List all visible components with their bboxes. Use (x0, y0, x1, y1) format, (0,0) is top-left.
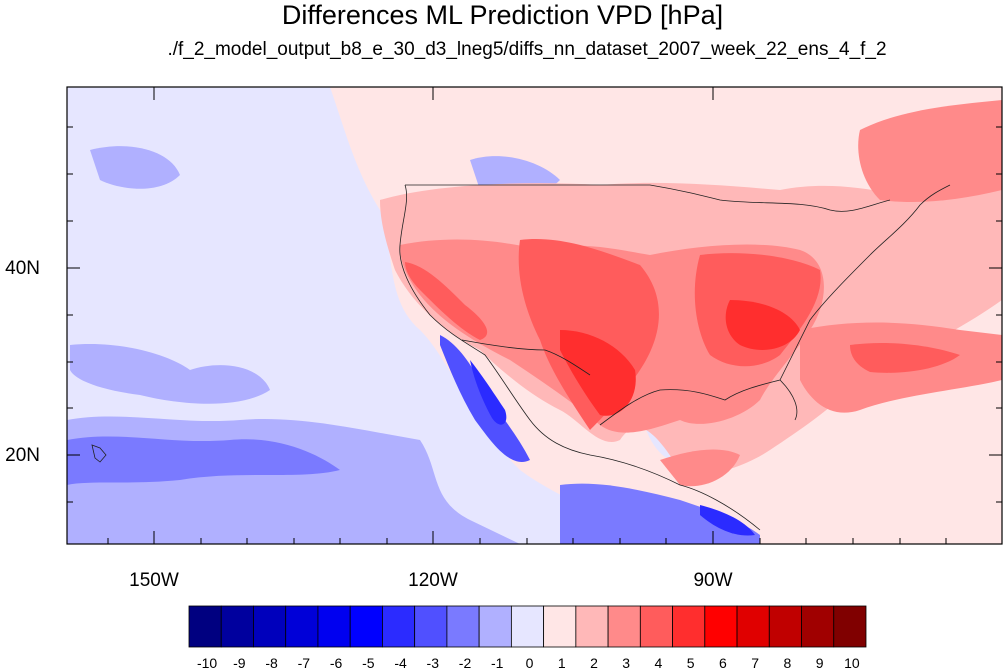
colorbar-swatch (833, 605, 867, 648)
pacific-blue-core (67, 436, 340, 485)
colorbar-tick-label: 9 (815, 655, 824, 671)
pacific-blue-patch (70, 344, 270, 404)
colorbar-tick-label: -10 (196, 655, 218, 671)
colorbar-tick-label: 1 (557, 655, 566, 671)
colorbar-tick-label: -8 (265, 655, 278, 671)
colorbar-swatch (510, 605, 545, 648)
colorbar-tick-label: 4 (654, 655, 663, 671)
us-mexico-border (461, 339, 591, 376)
ne-pacific-blue-patch (90, 146, 180, 189)
colorbar-tick-label: -6 (329, 655, 343, 671)
colorbar-swatch (382, 605, 416, 648)
hawaii-outline (91, 444, 107, 463)
atlantic-coastline (779, 184, 951, 381)
canada-us-border (405, 184, 891, 212)
colorbar-swatch (543, 605, 577, 648)
north-america-coastline (399, 184, 761, 531)
colorbar-tick-label: -1 (491, 655, 504, 671)
colorbar-tick-label: -4 (394, 655, 407, 671)
texas-hot-core (560, 330, 636, 416)
colorbar-tick-label: -9 (233, 655, 246, 671)
colorbar-swatch (220, 605, 254, 648)
colorbar-swatch (801, 605, 835, 648)
lon-label-90w: 90W (693, 570, 733, 591)
west-coast-hot (405, 262, 488, 340)
longitude-ticks (107, 87, 947, 544)
colorbar-swatch (575, 605, 609, 648)
colorbar-tick-label: 2 (590, 655, 598, 671)
colorbar-tick-label: 7 (751, 655, 760, 671)
lon-label-120w: 120W (408, 570, 458, 591)
colorbar-swatch (736, 605, 770, 648)
colorbar-swatch (478, 605, 512, 648)
colorbar-swatch (672, 605, 706, 648)
canada-warm-band (858, 100, 1002, 202)
mexico-warm (660, 449, 740, 487)
colorbar-tick-label: -5 (362, 655, 375, 671)
colorbar-swatch (639, 605, 673, 648)
lat-label-20n: 20N (5, 445, 40, 466)
vpd-difference-field (67, 87, 1002, 544)
colorbar-tick-label: -7 (297, 655, 311, 671)
central-america-deep-blue (700, 505, 755, 536)
lat-label-40n: 40N (5, 258, 40, 279)
colorbar-swatch (446, 605, 480, 648)
colorbar-tick-label: 3 (622, 655, 631, 671)
colorbar-tick-label: 10 (844, 655, 860, 671)
colorbar-swatch (704, 605, 738, 648)
lon-label-150w: 150W (129, 570, 179, 591)
colorbar-tick-label: 6 (719, 655, 727, 671)
atlantic-red-plume (850, 343, 960, 373)
colorbar-swatch (607, 605, 641, 648)
colorbar-swatch (768, 605, 802, 648)
gulf-coastline (599, 379, 798, 426)
colorbar-swatch (285, 605, 319, 648)
colorbar-tick-label: 5 (686, 655, 695, 671)
central-america-blue (560, 483, 760, 544)
colorbar (188, 605, 867, 648)
southeast-hot-core (725, 300, 800, 350)
colorbar-swatch (414, 605, 448, 648)
colorbar-swatch (188, 605, 222, 648)
colorbar-tick-label: -3 (426, 655, 439, 671)
colorbar-swatch (253, 605, 287, 648)
colorbar-swatch (317, 605, 351, 648)
latitude-ticks (67, 126, 1002, 503)
baja-deep-blue (470, 360, 507, 425)
colorbar-tick-label: -2 (458, 655, 472, 671)
coastlines (91, 184, 951, 531)
colorbar-swatch (349, 605, 383, 648)
colorbar-tick-label: 0 (525, 655, 534, 671)
map-subtitle: ./f_2_model_output_b8_e_30_d3_lneg5/diff… (167, 39, 887, 60)
colorbar-tick-label: 8 (783, 655, 792, 671)
map-title: Differences ML Prediction VPD [hPa] (281, 0, 724, 30)
